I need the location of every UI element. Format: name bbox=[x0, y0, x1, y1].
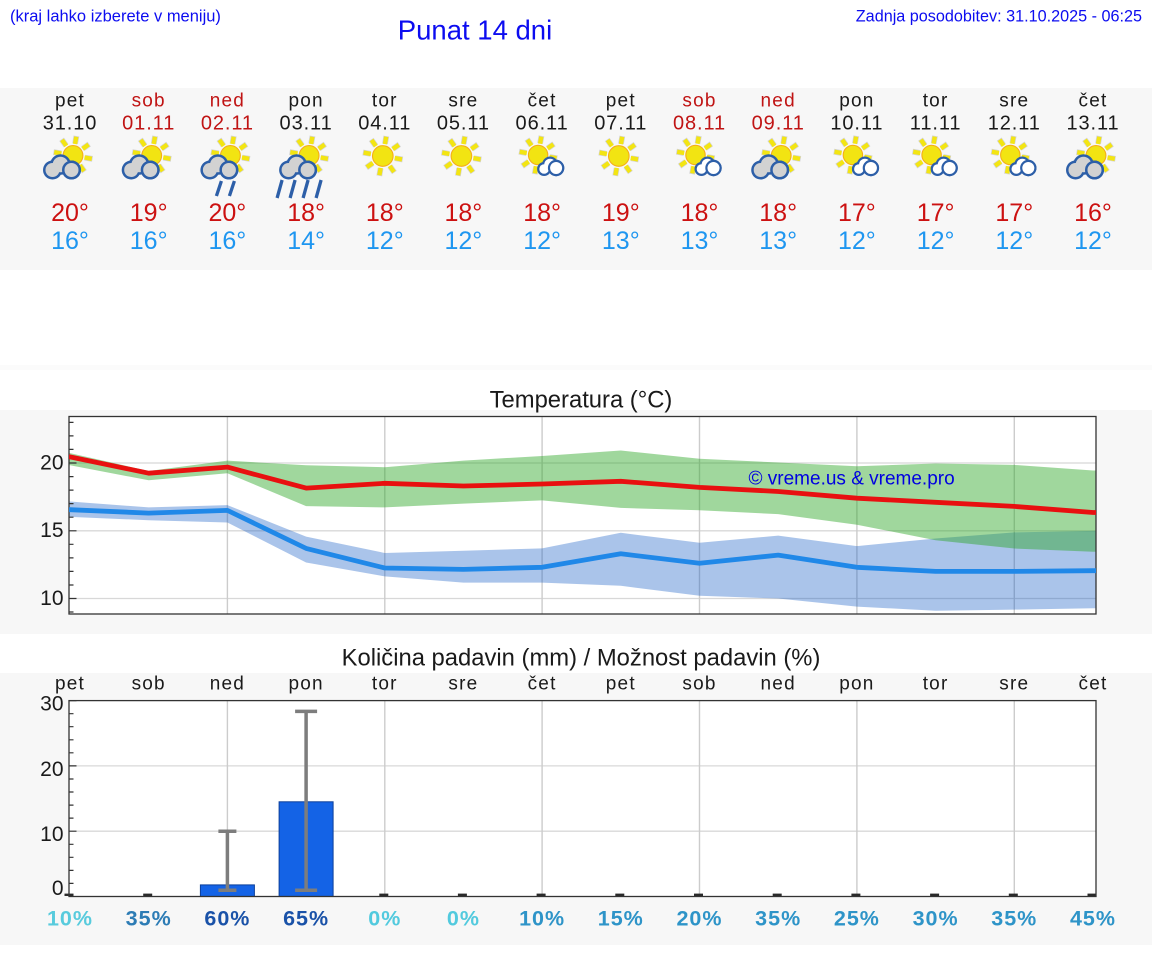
svg-text:20°: 20° bbox=[51, 199, 89, 227]
svg-text:18°: 18° bbox=[523, 199, 561, 227]
svg-text:13.11: 13.11 bbox=[1066, 112, 1119, 134]
svg-text:07.11: 07.11 bbox=[594, 112, 647, 134]
svg-text:18°: 18° bbox=[287, 199, 325, 227]
svg-text:čet: čet bbox=[528, 90, 557, 111]
svg-text:sre: sre bbox=[999, 674, 1029, 695]
svg-text:15%: 15% bbox=[598, 907, 644, 931]
svg-text:20: 20 bbox=[40, 452, 63, 475]
svg-text:12°: 12° bbox=[838, 227, 876, 255]
svg-text:12°: 12° bbox=[366, 227, 404, 255]
svg-text:0%: 0% bbox=[447, 907, 480, 931]
svg-text:pon: pon bbox=[288, 90, 323, 111]
svg-text:17°: 17° bbox=[838, 199, 876, 227]
svg-text:18°: 18° bbox=[681, 199, 719, 227]
svg-text:16°: 16° bbox=[1074, 199, 1112, 227]
svg-text:10%: 10% bbox=[47, 907, 93, 931]
svg-text:tor: tor bbox=[372, 90, 398, 111]
svg-text:čet: čet bbox=[1079, 674, 1108, 695]
svg-text:sob: sob bbox=[682, 90, 716, 111]
svg-text:ned: ned bbox=[210, 90, 245, 111]
svg-text:12°: 12° bbox=[523, 227, 561, 255]
svg-text:tor: tor bbox=[923, 90, 949, 111]
svg-text:35%: 35% bbox=[126, 907, 172, 931]
svg-text:10.11: 10.11 bbox=[830, 112, 883, 134]
svg-text:35%: 35% bbox=[755, 907, 801, 931]
svg-text:20°: 20° bbox=[208, 199, 246, 227]
svg-text:10: 10 bbox=[40, 823, 63, 846]
svg-text:13°: 13° bbox=[759, 227, 797, 255]
svg-text:(kraj lahko izberete v meniju): (kraj lahko izberete v meniju) bbox=[10, 8, 221, 26]
svg-text:pet: pet bbox=[606, 90, 636, 111]
svg-text:ned: ned bbox=[761, 674, 796, 695]
svg-text:tor: tor bbox=[372, 674, 398, 695]
svg-text:30: 30 bbox=[40, 693, 63, 716]
svg-text:09.11: 09.11 bbox=[752, 112, 805, 134]
svg-text:12°: 12° bbox=[444, 227, 482, 255]
svg-text:16°: 16° bbox=[51, 227, 89, 255]
svg-text:25%: 25% bbox=[834, 907, 880, 931]
svg-text:16°: 16° bbox=[208, 227, 246, 255]
svg-text:0: 0 bbox=[52, 877, 64, 900]
svg-text:12°: 12° bbox=[917, 227, 955, 255]
svg-text:16°: 16° bbox=[130, 227, 168, 255]
svg-text:20: 20 bbox=[40, 758, 63, 781]
svg-text:20%: 20% bbox=[676, 907, 722, 931]
svg-text:31.10: 31.10 bbox=[43, 112, 98, 134]
svg-text:12.11: 12.11 bbox=[988, 112, 1041, 134]
svg-text:12°: 12° bbox=[995, 227, 1033, 255]
svg-text:čet: čet bbox=[528, 674, 557, 695]
svg-text:sre: sre bbox=[999, 90, 1029, 111]
svg-text:11.11: 11.11 bbox=[910, 112, 962, 134]
svg-text:35%: 35% bbox=[991, 907, 1037, 931]
svg-text:tor: tor bbox=[923, 674, 949, 695]
svg-text:sre: sre bbox=[448, 90, 478, 111]
svg-text:pet: pet bbox=[55, 90, 85, 111]
svg-text:15: 15 bbox=[40, 519, 63, 542]
svg-text:18°: 18° bbox=[366, 199, 404, 227]
svg-text:sob: sob bbox=[132, 90, 166, 111]
svg-text:Količina padavin (mm) / Možnos: Količina padavin (mm) / Možnost padavin … bbox=[342, 645, 821, 672]
svg-text:18°: 18° bbox=[444, 199, 482, 227]
svg-text:13°: 13° bbox=[681, 227, 719, 255]
svg-text:65%: 65% bbox=[283, 907, 329, 931]
svg-text:08.11: 08.11 bbox=[673, 112, 726, 134]
svg-text:pet: pet bbox=[55, 674, 85, 695]
svg-text:30%: 30% bbox=[913, 907, 959, 931]
svg-text:sre: sre bbox=[448, 674, 478, 695]
svg-text:05.11: 05.11 bbox=[437, 112, 490, 134]
svg-text:17°: 17° bbox=[995, 199, 1033, 227]
svg-text:19°: 19° bbox=[602, 199, 640, 227]
svg-text:Temperatura (°C): Temperatura (°C) bbox=[490, 387, 673, 414]
svg-text:pet: pet bbox=[606, 674, 636, 695]
svg-text:18°: 18° bbox=[759, 199, 797, 227]
svg-text:19°: 19° bbox=[130, 199, 168, 227]
svg-text:sob: sob bbox=[132, 674, 166, 695]
svg-text:pon: pon bbox=[288, 674, 323, 695]
svg-text:02.11: 02.11 bbox=[201, 112, 254, 134]
svg-text:13°: 13° bbox=[602, 227, 640, 255]
svg-text:01.11: 01.11 bbox=[122, 112, 175, 134]
svg-text:pon: pon bbox=[839, 90, 874, 111]
svg-text:60%: 60% bbox=[204, 907, 250, 931]
svg-text:17°: 17° bbox=[917, 199, 955, 227]
svg-text:03.11: 03.11 bbox=[280, 112, 333, 134]
svg-text:Punat 14 dni: Punat 14 dni bbox=[398, 15, 552, 46]
svg-text:pon: pon bbox=[839, 674, 874, 695]
svg-text:čet: čet bbox=[1079, 90, 1108, 111]
svg-text:04.11: 04.11 bbox=[358, 112, 411, 134]
svg-text:14°: 14° bbox=[287, 227, 325, 255]
svg-text:10: 10 bbox=[40, 587, 63, 610]
svg-text:© vreme.us & vreme.pro: © vreme.us & vreme.pro bbox=[749, 469, 955, 490]
svg-text:12°: 12° bbox=[1074, 227, 1112, 255]
svg-text:ned: ned bbox=[210, 674, 245, 695]
svg-text:06.11: 06.11 bbox=[516, 112, 569, 134]
svg-text:10%: 10% bbox=[519, 907, 565, 931]
svg-text:ned: ned bbox=[761, 90, 796, 111]
svg-text:sob: sob bbox=[682, 674, 716, 695]
svg-text:45%: 45% bbox=[1070, 907, 1116, 931]
svg-text:0%: 0% bbox=[368, 907, 401, 931]
svg-text:Zadnja posodobitev: 31.10.2025: Zadnja posodobitev: 31.10.2025 - 06:25 bbox=[856, 8, 1142, 26]
